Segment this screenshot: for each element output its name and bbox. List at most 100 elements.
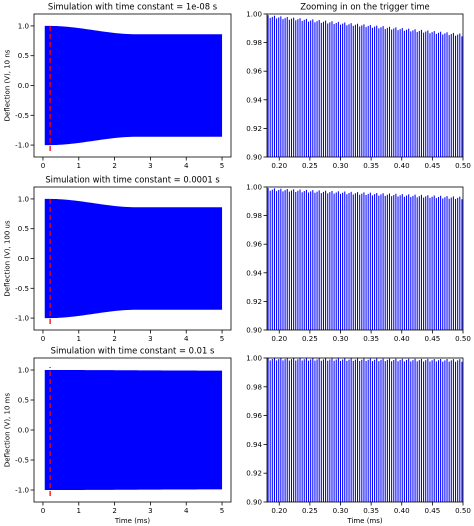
chart-title: Simulation with time constant = 0.0001 s	[45, 175, 219, 185]
plot-content	[44, 22, 223, 152]
x-tick-label: 3	[148, 334, 153, 343]
x-tick-label: 3	[148, 161, 153, 170]
plot-area	[267, 358, 463, 502]
x-tick-label: 0.40	[394, 334, 410, 343]
x-tick-label: 0.50	[455, 161, 471, 170]
y-tick-label: 0.92	[246, 297, 262, 306]
x-tick-label: 0.45	[424, 334, 440, 343]
x-tick-label: 0	[41, 506, 46, 515]
y-tick-label: 0.98	[246, 211, 262, 220]
subplot-1: 0 1 2 3 4 5 -1.0 -0.5 0.0 0.5 1.0 Simulation with t…	[4, 2, 232, 170]
y-tick-label: 1.0	[18, 21, 30, 30]
y-axis-label: Deflection (V), 10 ns	[4, 49, 12, 121]
plot-content	[267, 188, 463, 330]
signal-envelope	[44, 198, 223, 319]
y-tick-label: 0.92	[246, 124, 262, 133]
x-tick-label: 4	[184, 334, 189, 343]
x-tick-label: 0.35	[363, 161, 379, 170]
y-axis-label: Deflection (V), 100 us	[4, 220, 12, 297]
oscillation-lines	[267, 358, 463, 502]
axes-frame	[266, 186, 464, 331]
axes-frame	[266, 357, 464, 503]
oscillation-lines	[267, 188, 463, 330]
x-axis-label: Time (ms)	[346, 517, 383, 525]
subplot-6: 0.20 0.25 0.30 0.35 0.40 0.45 0.50 0.90 0.92 0.94…	[246, 354, 471, 526]
y-tick-label: 1.00	[246, 183, 262, 192]
plot-content	[267, 358, 463, 502]
x-tick-label: 0.30	[333, 506, 349, 515]
y-tick-label: 0.5	[18, 51, 29, 60]
chart-title: Simulation with time constant = 1e-08 s	[48, 2, 217, 12]
y-axis-label: Deflection (V), 10 ms	[4, 393, 12, 468]
y-tick-label: 0.98	[246, 38, 262, 47]
y-tick-label: 0.94	[246, 440, 262, 449]
y-tick-label: 1.00	[246, 354, 262, 363]
y-tick-label: 0.5	[18, 396, 29, 405]
y-tick-label: 0.90	[246, 326, 262, 335]
x-tick-label: 0.50	[455, 506, 471, 515]
x-tick-label: 4	[184, 161, 189, 170]
y-tick-label: -0.5	[15, 111, 29, 120]
signal-envelope	[44, 370, 223, 490]
x-tick-label: 0	[41, 334, 46, 343]
plot-content	[267, 15, 463, 157]
subplot-4: 0.20 0.25 0.30 0.35 0.40 0.45 0.50 0.90 0.92 0.94…	[246, 183, 471, 344]
y-tick-label: 0.5	[18, 224, 29, 233]
x-tick-label: 4	[184, 506, 189, 515]
axes-frame	[266, 13, 464, 158]
x-tick-label: 0.25	[302, 506, 318, 515]
x-tick-label: 0.25	[302, 161, 318, 170]
plot-area	[267, 14, 463, 157]
y-tick-label: 0.0	[18, 81, 30, 90]
chart-title: Simulation with time constant = 0.01 s	[51, 346, 215, 356]
x-tick-label: 3	[148, 506, 153, 515]
x-tick-label: 2	[112, 161, 117, 170]
y-tick-label: 0.90	[246, 498, 262, 507]
x-tick-label: 2	[112, 506, 117, 515]
signal-envelope	[44, 25, 223, 146]
x-tick-label: 0.20	[271, 334, 287, 343]
subplot-5: 0 1 2 3 4 5 -1.0 -0.5 0.0 0.5 1.0 Simulation with t…	[4, 346, 232, 525]
y-tick-label: 0.0	[18, 254, 30, 263]
x-tick-label: 2	[112, 334, 117, 343]
subplot-2: 0.20 0.25 0.30 0.35 0.40 0.45 0.50 0.90 0.92 0.94…	[246, 2, 471, 171]
y-tick-label: -1.0	[15, 486, 29, 495]
x-tick-label: 5	[220, 506, 225, 515]
y-tick-label: 1.0	[18, 366, 30, 375]
y-tick-label: -0.5	[15, 284, 29, 293]
plot-content	[44, 367, 223, 496]
x-tick-label: 0.40	[394, 161, 410, 170]
x-tick-label: 0.20	[271, 506, 287, 515]
x-tick-label: 1	[77, 334, 82, 343]
x-axis-label: Time (ms)	[114, 517, 151, 525]
y-tick-label: -1.0	[15, 141, 29, 150]
x-tick-label: 0.20	[271, 161, 287, 170]
y-tick-label: -1.0	[15, 314, 29, 323]
y-tick-label: -0.5	[15, 456, 29, 465]
x-tick-label: 0.50	[455, 334, 471, 343]
x-tick-label: 0.30	[333, 334, 349, 343]
y-tick-label: 0.96	[246, 240, 262, 249]
x-tick-label: 0.35	[363, 506, 379, 515]
oscillation-lines	[267, 15, 463, 157]
x-tick-label: 0	[41, 161, 46, 170]
x-tick-label: 5	[220, 161, 225, 170]
x-tick-label: 0.25	[302, 334, 318, 343]
y-tick-label: 0.96	[246, 411, 262, 420]
x-tick-label: 5	[220, 334, 225, 343]
y-tick-label: 0.90	[246, 153, 262, 162]
x-tick-label: 0.40	[394, 506, 410, 515]
x-tick-label: 0.35	[363, 334, 379, 343]
plot-content	[44, 195, 223, 325]
y-tick-label: 1.0	[18, 194, 30, 203]
y-tick-label: 1.00	[246, 10, 262, 19]
plot-area	[267, 187, 463, 330]
y-tick-label: 0.0	[18, 426, 30, 435]
y-tick-label: 0.98	[246, 382, 262, 391]
x-tick-label: 0.30	[333, 161, 349, 170]
chart-title: Zooming in on the trigger time	[300, 2, 429, 12]
y-tick-label: 0.94	[246, 268, 262, 277]
x-tick-label: 0.45	[424, 161, 440, 170]
x-tick-label: 0.45	[424, 506, 440, 515]
